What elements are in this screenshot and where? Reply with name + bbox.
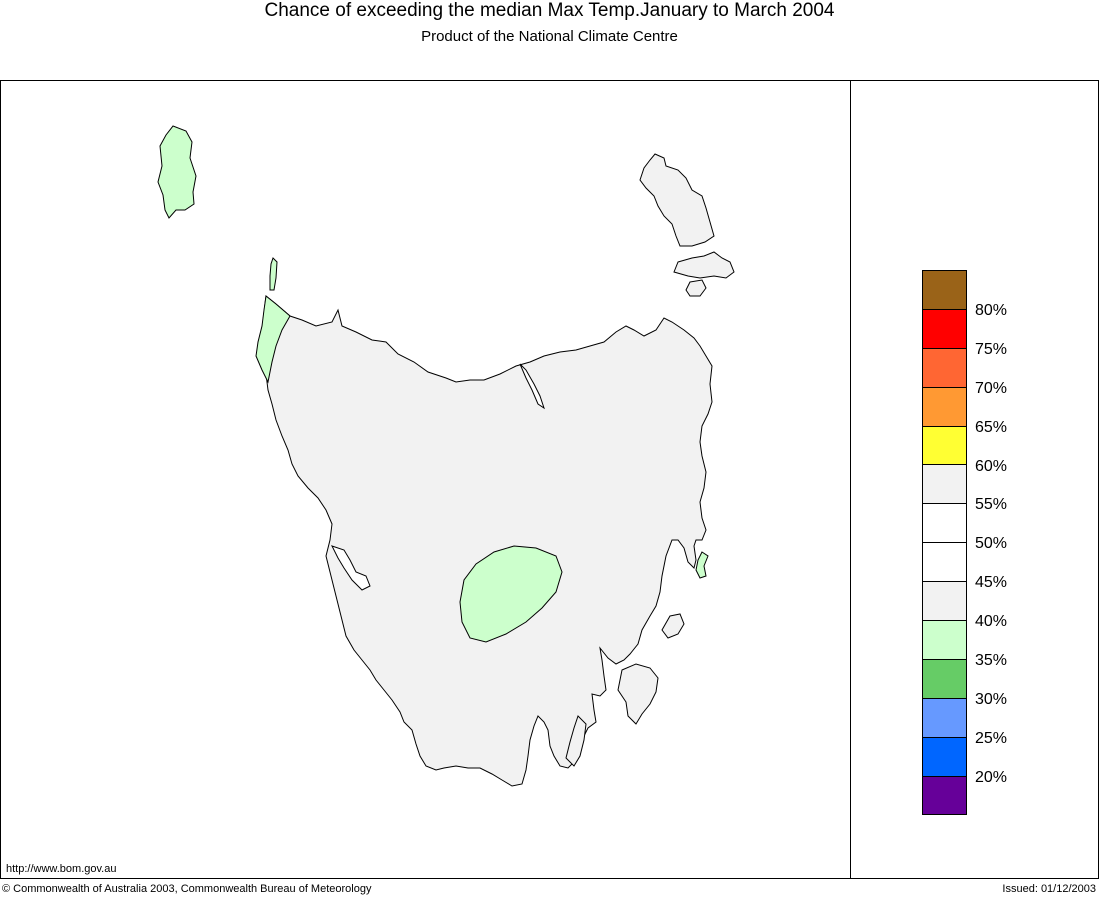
legend-swatch xyxy=(922,425,967,465)
legend-swatch xyxy=(922,386,967,426)
cape-barren-island xyxy=(673,251,735,279)
clarke-island xyxy=(685,279,707,297)
legend-label: 50% xyxy=(975,535,1008,553)
legend-label: 25% xyxy=(975,729,1008,747)
copyright-notice: © Commonwealth of Australia 2003, Common… xyxy=(2,883,372,895)
legend-label: 45% xyxy=(975,574,1008,592)
legend-swatch xyxy=(922,308,967,348)
legend-swatch xyxy=(922,775,967,816)
east-coast-low-chance-region xyxy=(695,551,709,579)
flinders-island xyxy=(639,153,715,247)
legend-label: 80% xyxy=(975,301,1008,319)
tasmania-map xyxy=(157,125,735,787)
maria-island xyxy=(661,613,685,639)
legend-label: 55% xyxy=(975,496,1008,514)
map-subtitle: Product of the National Climate Centre xyxy=(421,28,678,45)
king-island xyxy=(157,125,197,219)
legend-label: 40% xyxy=(975,613,1008,631)
legend-swatch xyxy=(922,658,967,698)
central-low-chance-region xyxy=(459,545,563,643)
legend-swatch xyxy=(922,347,967,387)
tasmania-mainland xyxy=(257,295,713,787)
macquarie-harbour xyxy=(331,545,371,591)
legend-swatch xyxy=(922,620,967,659)
legend-label: 75% xyxy=(975,340,1008,358)
legend-swatch xyxy=(922,542,967,582)
legend-swatch xyxy=(922,697,967,737)
map-title: Chance of exceeding the median Max Temp.… xyxy=(264,0,835,21)
legend-divider xyxy=(850,80,851,879)
tasman-peninsula xyxy=(617,663,659,725)
website-url[interactable]: http://www.bom.gov.au xyxy=(6,863,117,875)
legend-label: 35% xyxy=(975,652,1008,669)
legend-label: 20% xyxy=(975,768,1008,786)
legend-label: 65% xyxy=(975,418,1008,436)
legend-swatch xyxy=(922,736,967,776)
legend-swatch xyxy=(922,464,967,504)
tamar-river xyxy=(519,363,545,410)
northwest-low-chance-region xyxy=(255,295,291,384)
legend-label: 60% xyxy=(975,457,1008,475)
legend-swatch xyxy=(922,581,967,621)
probability-legend xyxy=(922,270,967,816)
hunter-island xyxy=(269,257,278,291)
legend-label: 70% xyxy=(975,379,1008,397)
legend-label: 30% xyxy=(975,690,1008,708)
issued-date: Issued: 01/12/2003 xyxy=(1002,883,1096,895)
bruny-island xyxy=(565,715,587,767)
legend-swatch xyxy=(922,503,967,543)
legend-swatch xyxy=(922,270,967,309)
